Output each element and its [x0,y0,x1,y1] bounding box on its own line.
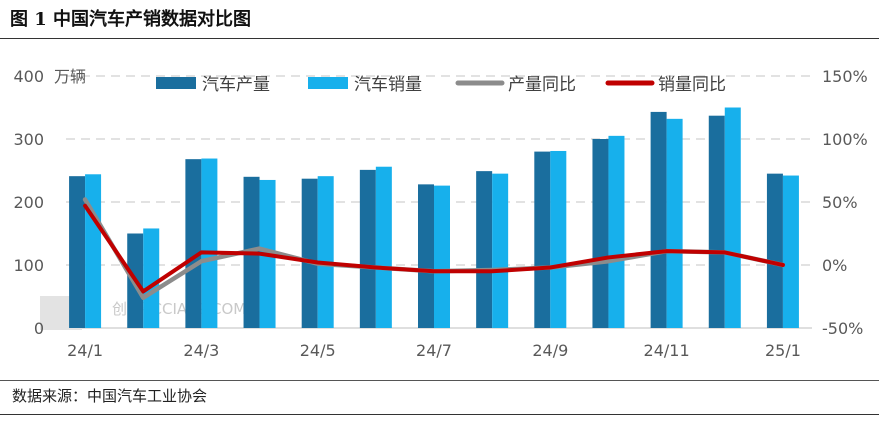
left-tick-label: 200 [13,193,44,212]
right-tick-label: 150% [822,67,868,86]
left-tick-label: 100 [13,256,44,275]
production-bar [476,171,493,328]
right-tick-label: 0% [822,256,847,275]
left-axis-ticks: 0 100 200 300 400 [13,67,44,338]
sales-bar [434,185,450,328]
top-rule [0,38,879,39]
left-tick-label: 0 [34,319,44,338]
x-tick-label: 24/5 [300,341,336,360]
legend-label: 汽车产量 [202,75,270,95]
production-bar [766,173,783,328]
production-bar [359,169,376,328]
legend: 汽车产量 汽车销量 产量同比 销量同比 [156,75,726,95]
left-tick-label: 300 [13,130,44,149]
legend-label: 产量同比 [508,75,576,95]
production-bar [534,151,551,328]
bar-series [69,107,799,328]
sales-bar [492,173,509,328]
sales-bar [85,174,102,328]
sales-bar [608,135,625,328]
sales-bar [550,150,567,328]
sales-bar [782,175,799,328]
production-bar [301,178,318,328]
production-bar [708,115,725,328]
legend-label: 销量同比 [658,75,726,95]
source-rule [0,380,879,381]
sales-bar [143,228,160,328]
legend-swatch [156,77,196,89]
left-axis-unit: 万辆 [54,67,86,86]
line-series [82,197,786,301]
x-tick-label: 24/7 [416,341,452,360]
sales-bar [724,107,741,328]
right-tick-label: 100% [822,130,868,149]
left-tick-label: 400 [13,67,44,86]
x-tick-label: 24/9 [532,341,568,360]
x-axis-ticks: 24/1 24/3 24/5 24/7 24/9 24/11 25/1 [67,341,801,360]
production-bar [650,111,667,328]
sales-bar [666,118,683,328]
source-note: 数据来源：中国汽车工业协会 [12,387,208,405]
legend-label: 汽车销量 [354,75,422,95]
sales-bar [375,166,392,328]
figure-title: 图 1 中国汽车产销数据对比图 [10,9,252,30]
right-tick-label: -50% [822,319,863,338]
production-bar [418,184,434,328]
legend-swatch [308,77,348,89]
production-bar [69,176,86,328]
production-bar [592,139,609,328]
sales-bar [317,176,334,328]
right-tick-label: 50% [822,193,858,212]
sales-yoy-line [83,203,785,294]
x-tick-label: 24/11 [644,341,690,360]
bottom-rule [0,414,879,415]
right-axis-ticks: -50% 0% 50% 100% 150% [822,67,868,338]
sales-bar [201,158,218,328]
production-bar [185,159,202,328]
x-tick-label: 24/3 [183,341,219,360]
x-tick-label: 25/1 [765,341,801,360]
x-tick-label: 24/1 [67,341,103,360]
